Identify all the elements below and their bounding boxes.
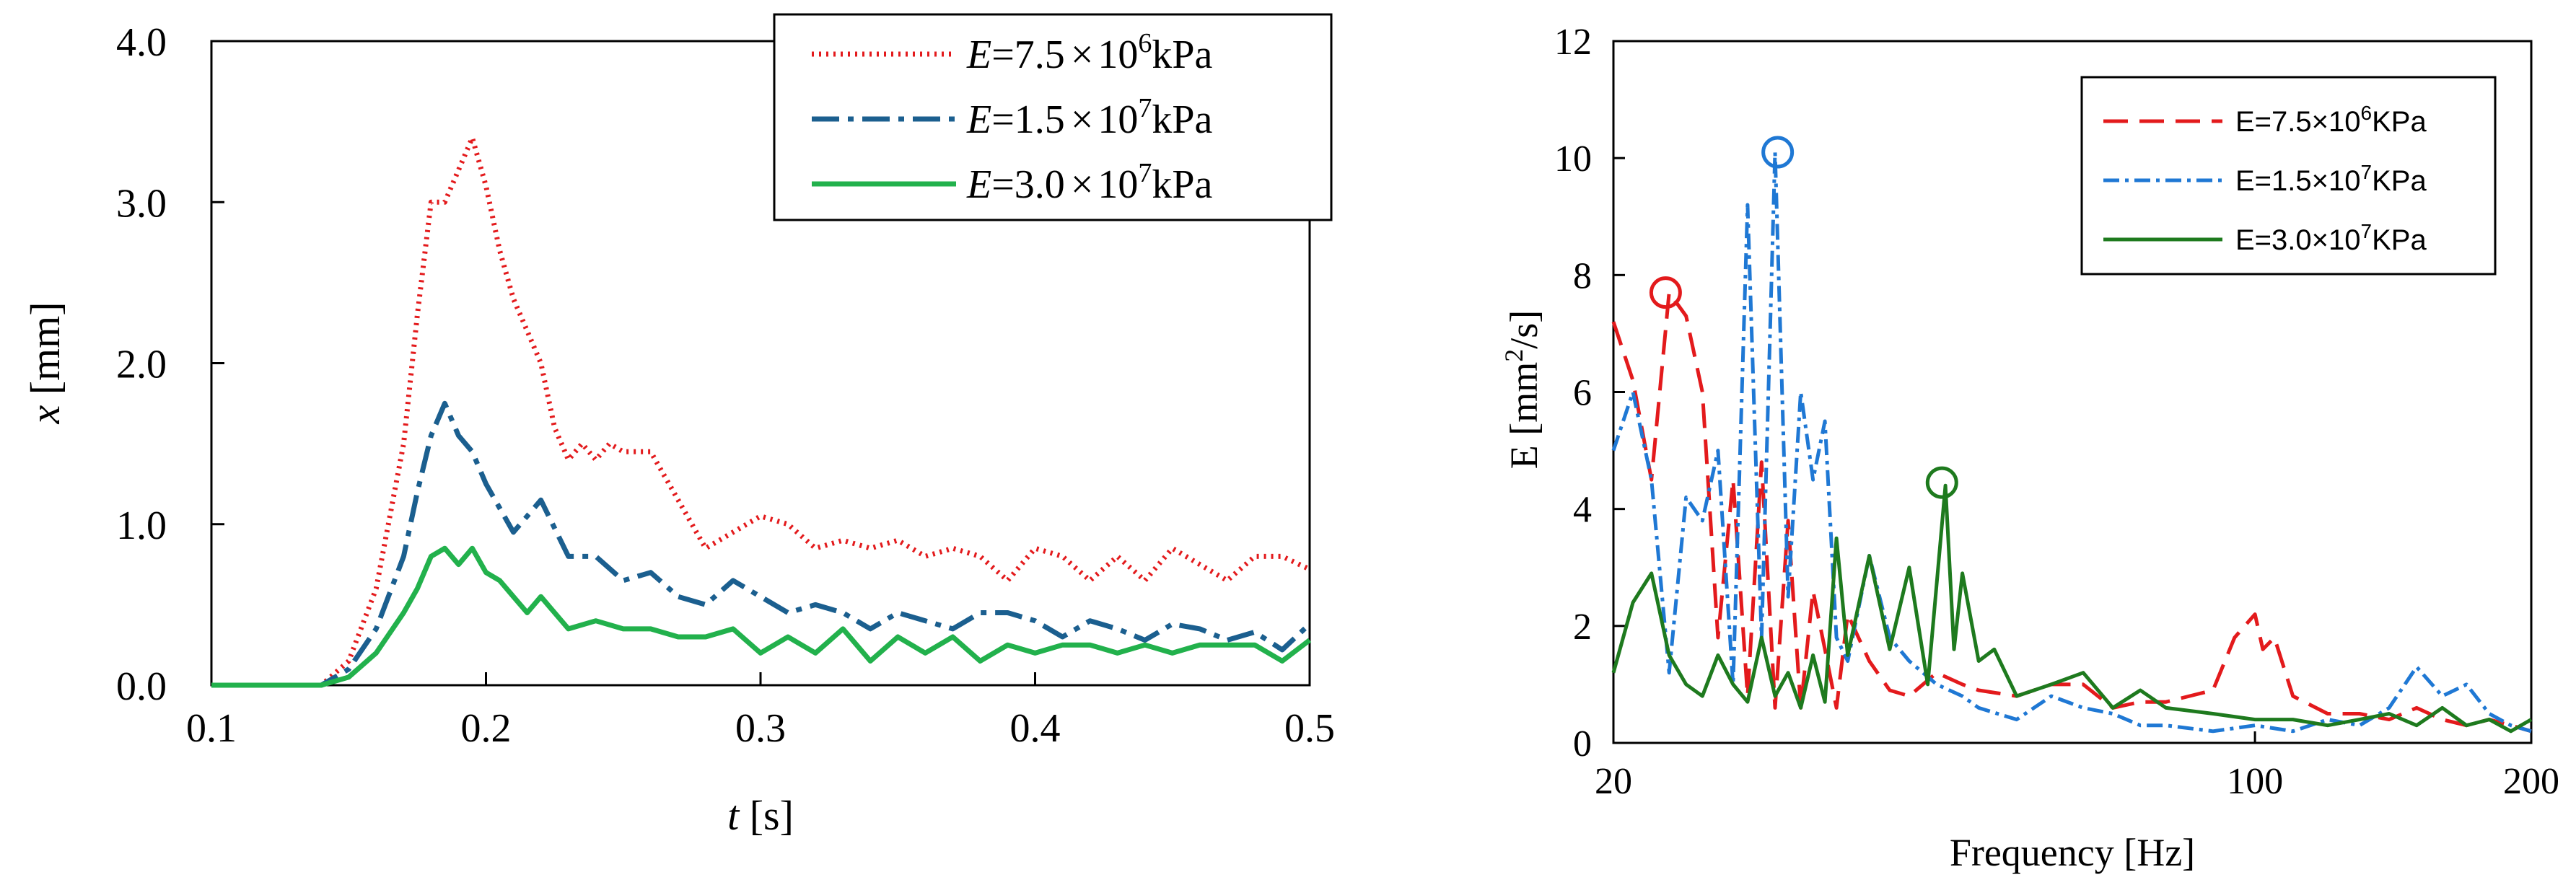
right-y-tick-label: 6 <box>1573 373 1592 414</box>
left-x-axis-label: t [s] <box>727 792 794 839</box>
right-peak-marker-3 <box>1925 466 1958 499</box>
right-x-tick-label: 200 <box>2503 761 2559 802</box>
right-legend-label-2-value: E=1.5×10 <box>2235 165 2361 197</box>
left-x-tick-label: 0.4 <box>1010 706 1061 751</box>
right-peak-marker-1 <box>1649 276 1682 309</box>
left-legend-label-2-times: × <box>1071 97 1094 142</box>
right-y-tick-label: 8 <box>1573 255 1592 296</box>
right-x-axis-label: Frequency [Hz] <box>1950 831 2195 874</box>
right-legend-label-1-value: E=7.5×10 <box>2235 106 2361 138</box>
left-y-tick-label: 2.0 <box>116 343 167 387</box>
left-legend-label-2-exp: 7 <box>1138 93 1152 123</box>
right-axis-ticks: 20 100 200 0 2 4 6 8 10 12 <box>1554 22 2559 802</box>
right-series-line-3 <box>1611 483 2533 734</box>
right-legend-label-1: E=7.5×106KPa <box>2235 102 2427 138</box>
left-legend-label-3-var: E <box>966 162 991 207</box>
right-y-tick-label: 10 <box>1554 138 1592 180</box>
left-x-tick-label: 0.5 <box>1284 706 1335 751</box>
right-peak-marker-2 <box>1761 136 1795 169</box>
right-legend-label-1-unit: KPa <box>2372 106 2427 138</box>
right-y-axis-label: E [mm2/s] <box>1499 310 1546 469</box>
right-legend-label-2-exp: 7 <box>2361 161 2373 183</box>
left-legend-label-1-var: E <box>966 32 991 77</box>
left-axis-ticks: 0.1 0.2 0.3 0.4 0.5 0.0 1.0 2.0 3.0 4.0 <box>116 20 1335 751</box>
left-series-group <box>211 135 1312 688</box>
left-legend-label-1-times: × <box>1071 32 1094 77</box>
left-legend-label-1-unit: kPa <box>1152 32 1212 77</box>
right-legend-label-2-unit: KPa <box>2372 165 2427 197</box>
right-y-tick-label: 2 <box>1573 607 1592 648</box>
left-legend-label-2-unit: kPa <box>1152 97 1212 142</box>
left-y-tick-label: 4.0 <box>116 20 167 65</box>
right-y-tick-label: 12 <box>1554 22 1592 63</box>
left-chart: 0.1 0.2 0.3 0.4 0.5 0.0 1.0 2.0 3.0 4.0 t [s] x [… <box>22 13 1335 839</box>
right-y-tick-label: 0 <box>1573 723 1592 765</box>
right-legend-label-1-exp: 6 <box>2361 102 2373 124</box>
left-legend-label-2-value: =1.5 <box>991 97 1065 142</box>
right-y-axis-label-post: /s] <box>1502 310 1546 349</box>
left-legend-label-3-value: =3.0 <box>991 162 1065 207</box>
left-legend-label-3-base: 10 <box>1098 162 1138 207</box>
left-legend-label-3: E=3.0 × 107kPa <box>966 158 1213 207</box>
right-legend-label-3-exp: 7 <box>2361 220 2373 242</box>
left-legend-label-1-exp: 6 <box>1138 28 1152 58</box>
right-series-group <box>1611 136 2533 734</box>
left-y-axis-label: x [mm] <box>22 301 69 424</box>
right-series-line-2 <box>1611 150 2532 734</box>
left-y-tick-label: 1.0 <box>116 503 167 548</box>
right-y-axis-label-exp: 2 <box>1499 349 1528 362</box>
left-legend-label-3-exp: 7 <box>1138 158 1152 188</box>
left-x-tick-label: 0.1 <box>186 706 237 751</box>
left-series-line-3 <box>211 545 1312 688</box>
left-x-axis-label-unit: [s] <box>739 792 794 839</box>
left-legend-label-3-times: × <box>1071 162 1094 207</box>
right-legend-label-3-value: E=3.0×10 <box>2235 224 2361 256</box>
left-legend-label-2-base: 10 <box>1098 97 1138 142</box>
left-legend-label-1: E=7.5 × 106kPa <box>966 28 1213 77</box>
left-x-axis-label-var: t <box>727 792 740 839</box>
left-y-axis-label-unit: [mm] <box>22 301 69 405</box>
left-legend-label-2: E=1.5 × 107kPa <box>966 93 1213 142</box>
left-legend-label-3-unit: kPa <box>1152 162 1212 207</box>
right-series-line-1 <box>1611 291 2532 734</box>
right-y-axis-label-pre: E [mm <box>1502 362 1546 469</box>
left-legend-label-2-var: E <box>966 97 991 142</box>
left-y-tick-label: 3.0 <box>116 181 167 226</box>
left-legend-label-1-base: 10 <box>1098 32 1138 77</box>
right-y-tick-label: 4 <box>1573 490 1592 531</box>
right-x-tick-label: 100 <box>2227 761 2283 802</box>
right-legend: E=7.5×106KPa E=1.5×107KPa E=3.0×107KPa <box>2080 76 2497 276</box>
left-y-tick-label: 0.0 <box>116 664 167 709</box>
right-legend-label-2: E=1.5×107KPa <box>2235 161 2427 197</box>
right-legend-label-3-unit: KPa <box>2372 224 2427 256</box>
right-legend-label-3: E=3.0×107KPa <box>2235 220 2427 256</box>
left-legend-label-1-value: =7.5 <box>991 32 1065 77</box>
right-x-tick-label: 20 <box>1595 761 1632 802</box>
left-legend: E=7.5 × 106kPa E=1.5 × 107kPa E=3.0 × 107kPa <box>773 13 1333 221</box>
left-y-axis-label-var: x <box>22 405 69 425</box>
left-x-tick-label: 0.2 <box>461 706 512 751</box>
left-x-tick-label: 0.3 <box>735 706 786 751</box>
left-series-line-2 <box>211 400 1312 688</box>
